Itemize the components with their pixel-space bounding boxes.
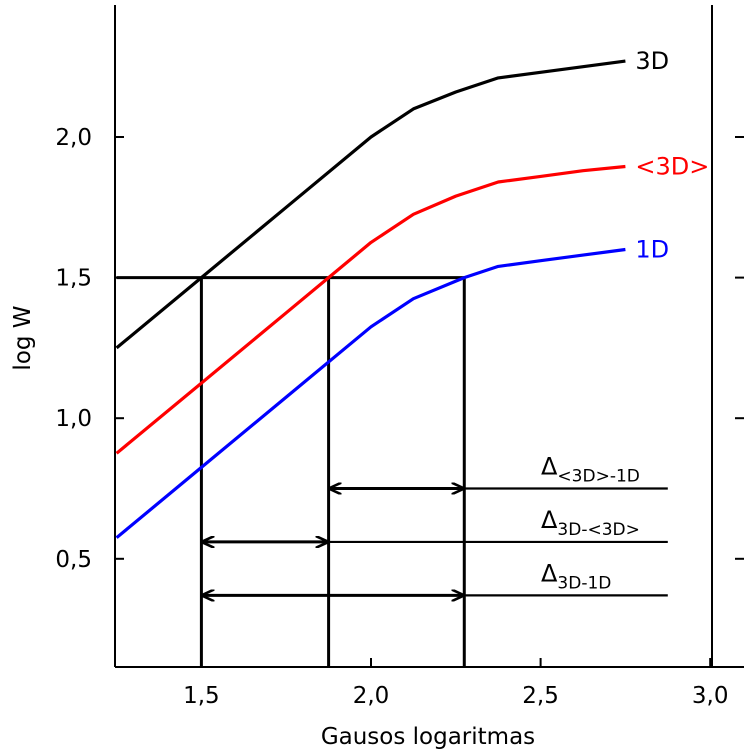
annotation-label: Δ3D-<3D> xyxy=(541,506,640,540)
annotation-label: Δ3D-1D xyxy=(541,559,611,593)
x-tick-label: 2,5 xyxy=(522,683,559,709)
series-line xyxy=(115,247,626,539)
series-line xyxy=(115,59,626,350)
x-tick-label: 2,0 xyxy=(353,683,390,709)
y-tick-label: 2,0 xyxy=(55,125,92,151)
y-tick-label: 1,0 xyxy=(55,406,92,432)
annotation-label: Δ<3D>-1D xyxy=(541,453,640,487)
annotation-subscript: 3D-<3D> xyxy=(557,520,639,540)
x-tick-label: 1,5 xyxy=(183,683,220,709)
annotation-delta: Δ xyxy=(541,506,558,534)
series-line xyxy=(115,164,626,455)
annotation-delta: Δ xyxy=(541,453,558,481)
annotation-delta: Δ xyxy=(541,559,558,587)
annotation-subscript: <3D>-1D xyxy=(557,467,639,487)
y-tick-label: 0,5 xyxy=(55,547,92,573)
series-label: 1D xyxy=(635,235,669,263)
x-tick-label: 3,0 xyxy=(692,683,729,709)
series-label: 3D xyxy=(635,47,669,75)
x-axis-title: Gausos logaritmas xyxy=(321,724,535,750)
y-axis-title: log W xyxy=(10,305,36,370)
annotation-subscript: 3D-1D xyxy=(557,573,611,593)
series-label: <3D> xyxy=(635,153,709,181)
y-tick-label: 1,5 xyxy=(55,266,92,292)
